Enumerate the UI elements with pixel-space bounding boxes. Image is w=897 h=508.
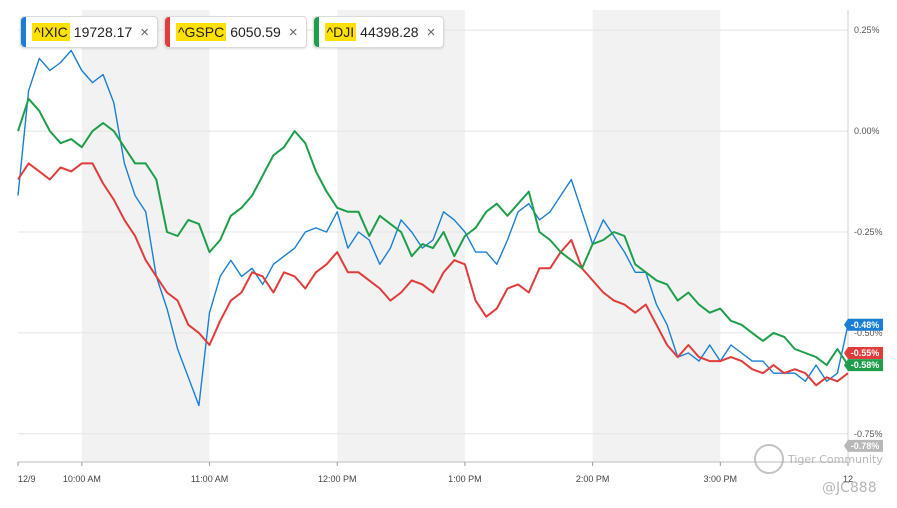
end-badge-shape <box>844 347 883 360</box>
x-tick-label: 2:00 PM <box>576 474 610 484</box>
end-value-badges: -0.48% -0.55% -0.58% -0.78% <box>844 318 883 452</box>
gridlines <box>18 29 848 435</box>
legend-value: 6050.59 <box>230 24 281 40</box>
ixic-color-bar <box>21 17 26 47</box>
x-tick-label: 11:00 AM <box>191 474 228 484</box>
x-tick-label: 12/9 <box>18 474 36 484</box>
tiger-logo-icon <box>754 444 784 474</box>
legend-symbol: ^IXIC <box>32 23 70 41</box>
watermark-handle: @JC888 <box>822 480 877 496</box>
session-band <box>592 10 721 462</box>
legend-symbol: ^DJI <box>324 23 357 41</box>
session-band <box>337 10 465 462</box>
watermark: Tiger Community <box>754 444 883 474</box>
end-badge: -0.58% <box>844 359 883 372</box>
y-tick-label: -0.75% <box>854 429 883 439</box>
legend-chip-ixic[interactable]: ^IXIC 19728.17 × <box>20 16 158 48</box>
legend-chip-dji[interactable]: ^DJI 44398.28 × <box>312 16 445 48</box>
dji-color-bar <box>313 17 319 47</box>
y-tick-label: -0.25% <box>854 227 883 237</box>
series-line-gspc <box>17 162 849 387</box>
end-badge-label: -0.48% <box>851 320 880 330</box>
legend-value: 44398.28 <box>360 24 419 40</box>
x-tick-label: 10:00 AM <box>63 474 101 484</box>
end-badge-shape <box>844 439 883 452</box>
x-tick-label: 3:00 PM <box>704 474 738 484</box>
end-badge: -0.48% <box>844 318 883 331</box>
close-icon[interactable]: × <box>426 23 436 41</box>
end-badge-label: -0.78% <box>851 441 880 451</box>
gspc-color-bar <box>164 17 170 47</box>
close-icon[interactable]: × <box>288 23 298 41</box>
x-axis-ticks: 12/9 10:00 AM 11:00 AM 12:00 PM 1:00 PM 2:00 … <box>17 462 853 484</box>
end-badge: -0.55% <box>844 347 883 360</box>
legend-value: 19728.17 <box>73 24 133 40</box>
session-bands <box>81 10 721 462</box>
close-icon[interactable]: × <box>140 23 149 41</box>
y-axis-ticks: 0.25% 0.00% -0.25% -0.50% -0.75% <box>854 25 883 439</box>
end-badge: -0.78% <box>844 439 883 452</box>
end-badge-shape <box>844 318 883 331</box>
y-tick-label: 0.25% <box>854 25 880 35</box>
end-badge-shape <box>844 359 883 372</box>
end-badge-label: -0.58% <box>851 360 880 370</box>
session-band <box>81 10 210 462</box>
x-tick-label: 1:00 PM <box>448 474 482 484</box>
x-tick-label: 12:00 PM <box>318 474 357 484</box>
x-tick-label: 12 <box>843 474 853 484</box>
end-badge-label: -0.55% <box>851 348 880 358</box>
legend: ^IXIC 19728.17 × ^GSPC 6050.59 × ^DJI 44… <box>20 16 445 48</box>
legend-chip-gspc[interactable]: ^GSPC 6050.59 × <box>163 16 307 48</box>
legend-symbol: ^GSPC <box>175 23 227 41</box>
series-line-dji <box>17 97 849 367</box>
watermark-text: Tiger Community <box>788 452 883 466</box>
y-tick-label: -0.50% <box>854 328 883 338</box>
series-lines <box>17 49 849 407</box>
y-tick-label: 0.00% <box>854 126 880 136</box>
